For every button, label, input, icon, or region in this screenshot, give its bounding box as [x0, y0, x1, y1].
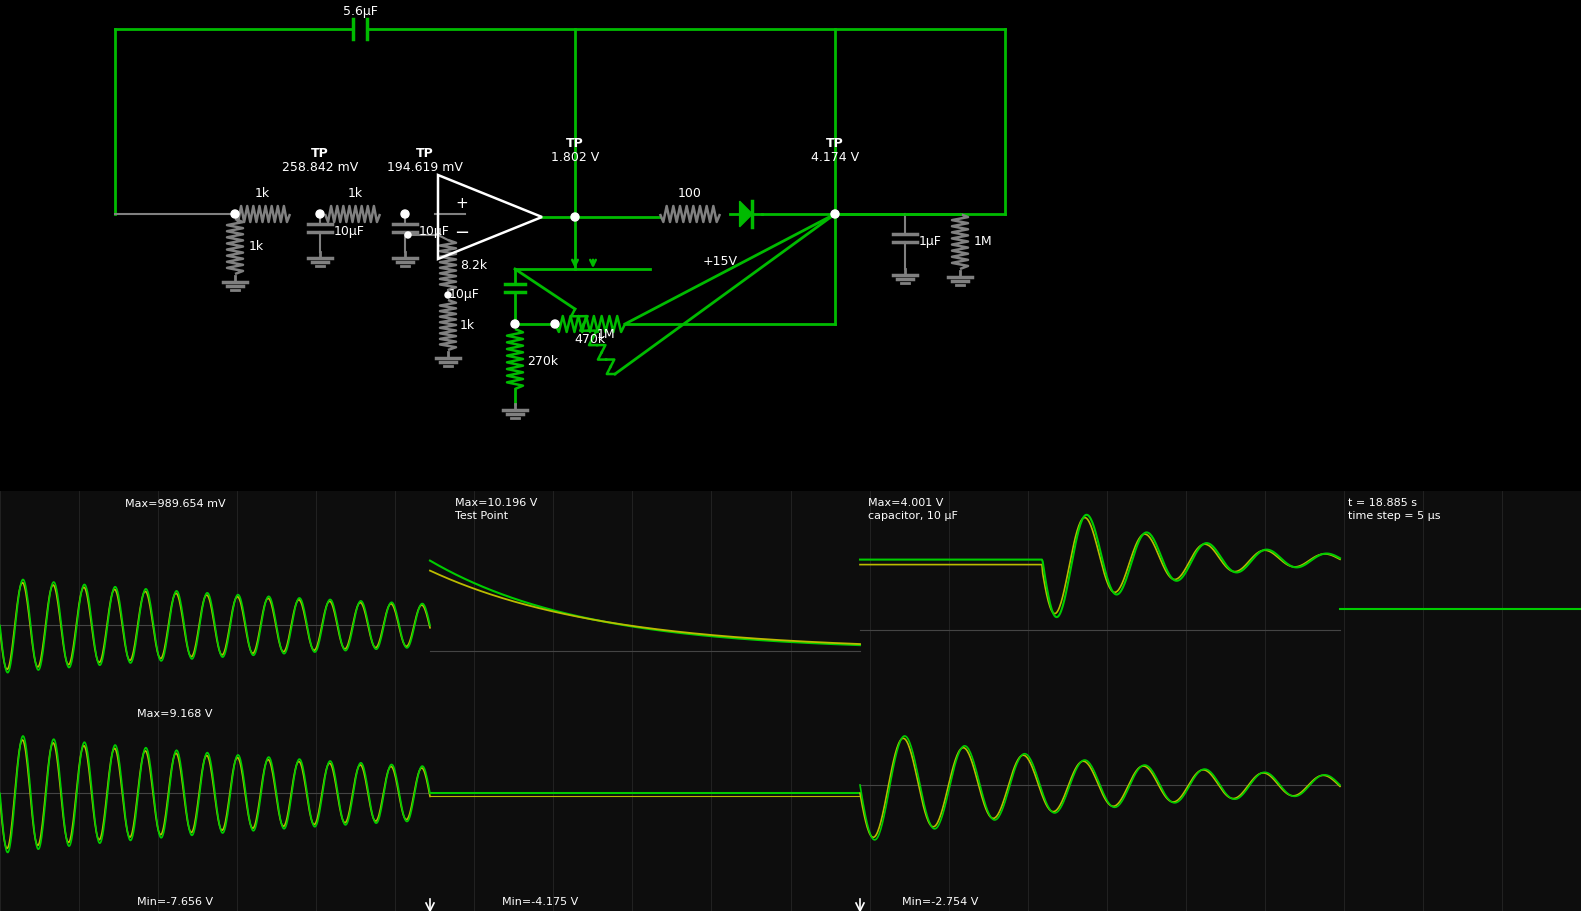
Text: Max=4.001 V: Max=4.001 V	[868, 497, 944, 507]
Text: 258.842 mV: 258.842 mV	[281, 161, 359, 174]
Text: TP: TP	[827, 137, 844, 149]
Text: 1.802 V: 1.802 V	[550, 151, 599, 164]
Text: Max=10.196 V: Max=10.196 V	[455, 497, 538, 507]
Text: t = 18.885 s: t = 18.885 s	[1349, 497, 1417, 507]
Circle shape	[444, 292, 451, 299]
Text: 1k: 1k	[255, 187, 270, 200]
Text: 10μF: 10μF	[334, 225, 365, 238]
Text: TP: TP	[566, 137, 583, 149]
Text: 470k: 470k	[574, 333, 606, 345]
Text: 4.174 V: 4.174 V	[811, 151, 858, 164]
Text: Max=989.654 mV: Max=989.654 mV	[125, 498, 226, 508]
Text: 1M: 1M	[598, 328, 615, 341]
Text: 1M: 1M	[974, 235, 993, 248]
Text: 194.619 mV: 194.619 mV	[387, 161, 463, 174]
Text: 1k: 1k	[460, 319, 476, 332]
Text: 100: 100	[678, 187, 702, 200]
Text: time step = 5 μs: time step = 5 μs	[1349, 510, 1440, 520]
Circle shape	[402, 210, 409, 219]
Circle shape	[552, 321, 560, 329]
Circle shape	[832, 210, 840, 219]
Text: Max=9.168 V: Max=9.168 V	[138, 708, 213, 718]
Text: Min=-7.656 V: Min=-7.656 V	[138, 896, 213, 906]
Text: +15V: +15V	[702, 255, 737, 268]
Text: +: +	[455, 196, 468, 210]
Circle shape	[405, 232, 411, 239]
Circle shape	[571, 214, 579, 221]
Text: Min=-4.175 V: Min=-4.175 V	[501, 896, 579, 906]
Text: 10μF: 10μF	[419, 225, 451, 238]
Text: capacitor, 10 μF: capacitor, 10 μF	[868, 510, 958, 520]
Text: −: −	[454, 223, 470, 241]
Text: 8.2k: 8.2k	[460, 259, 487, 271]
Text: 5.6μF: 5.6μF	[343, 5, 378, 18]
Text: 1μF: 1μF	[919, 235, 942, 248]
Text: 1k: 1k	[248, 240, 264, 252]
Text: TP: TP	[311, 147, 329, 159]
Text: TP: TP	[416, 147, 433, 159]
Text: 270k: 270k	[526, 354, 558, 368]
Circle shape	[511, 321, 519, 329]
Circle shape	[316, 210, 324, 219]
Text: Test Point: Test Point	[455, 510, 508, 520]
Text: 1k: 1k	[348, 187, 362, 200]
Polygon shape	[740, 202, 753, 228]
Text: 10μF: 10μF	[449, 288, 481, 301]
Circle shape	[231, 210, 239, 219]
Text: Min=-2.754 V: Min=-2.754 V	[901, 896, 979, 906]
Bar	[0, 491, 1581, 911]
